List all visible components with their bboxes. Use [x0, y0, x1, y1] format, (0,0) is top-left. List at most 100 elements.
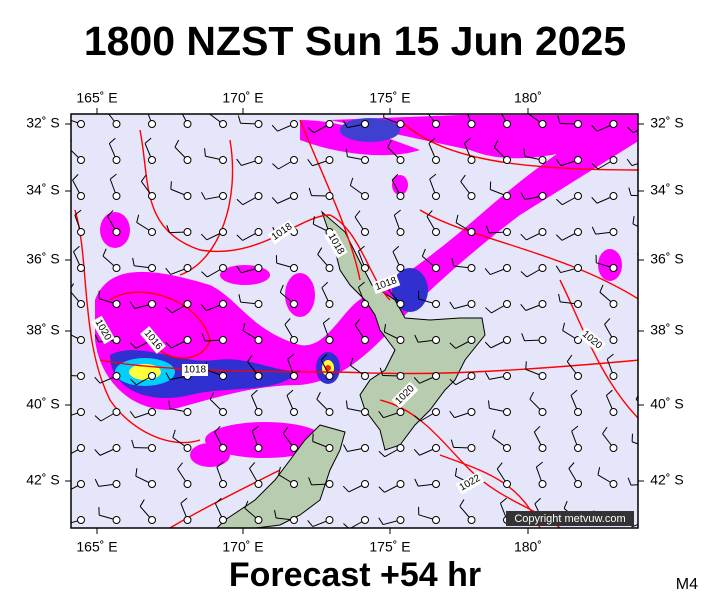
- barb-flag: [429, 173, 437, 180]
- station: [325, 156, 334, 164]
- station: [148, 480, 156, 488]
- station: [148, 444, 156, 452]
- barb-staff: [641, 360, 649, 376]
- station: [219, 480, 227, 488]
- station: [219, 228, 227, 236]
- station: [219, 408, 227, 416]
- station: [183, 444, 192, 452]
- station: [396, 372, 405, 380]
- station: [325, 372, 334, 380]
- station: [467, 192, 476, 200]
- station: [538, 300, 547, 308]
- barb-flag: [602, 426, 608, 435]
- station: [325, 444, 334, 452]
- lat-label-left: 32˚ S: [26, 115, 59, 131]
- station: [574, 228, 582, 236]
- station: [183, 408, 192, 416]
- station: [574, 264, 582, 272]
- barb-flag: [426, 210, 433, 217]
- barb-flag: [249, 462, 256, 469]
- station: [148, 192, 156, 200]
- station: [503, 156, 511, 164]
- barb-flag: [343, 523, 350, 528]
- station: [609, 264, 618, 272]
- station: [396, 120, 405, 128]
- station: [432, 192, 440, 200]
- barb-flag: [165, 307, 173, 314]
- barb-flag: [627, 477, 632, 486]
- barb-flag: [165, 372, 171, 380]
- station: [290, 336, 298, 344]
- barb-flag: [271, 124, 278, 132]
- station: [219, 336, 227, 344]
- station: [574, 300, 582, 308]
- station: [112, 444, 121, 452]
- barb-flag: [200, 233, 208, 241]
- barb-flag: [525, 361, 527, 370]
- station: [432, 300, 440, 308]
- station: [646, 157, 653, 164]
- barb-flag: [342, 120, 348, 128]
- lon-label-top: 165˚ E: [76, 90, 117, 106]
- station: [396, 264, 405, 272]
- station: [183, 480, 192, 488]
- station: [112, 516, 121, 524]
- station: [148, 120, 156, 128]
- station: [467, 444, 476, 452]
- station: [396, 444, 405, 452]
- barb-flag: [571, 425, 579, 432]
- barb-flag: [414, 415, 421, 422]
- barb-flag: [129, 411, 136, 419]
- lat-label-left: 38˚ S: [26, 322, 59, 338]
- station: [112, 300, 121, 308]
- barb-flag: [102, 248, 107, 257]
- station: [77, 120, 85, 128]
- barb-flag: [180, 497, 188, 504]
- station: [254, 120, 263, 128]
- barb-flag: [132, 257, 135, 266]
- station: [183, 516, 192, 524]
- barb-flag: [606, 353, 614, 360]
- lat-label-left: 40˚ S: [26, 396, 59, 412]
- barb-flag: [284, 318, 291, 325]
- barb-flag: [641, 282, 647, 287]
- barb-flag: [459, 499, 465, 507]
- barb-flag: [345, 148, 348, 157]
- station: [574, 192, 582, 200]
- barb-flag: [555, 158, 562, 166]
- barb-flag: [282, 426, 289, 434]
- station: [538, 264, 547, 272]
- lat-label-right: 42˚ S: [650, 472, 683, 488]
- station: [361, 228, 369, 236]
- station: [503, 120, 511, 128]
- station: [112, 480, 121, 488]
- station: [609, 336, 618, 344]
- station: [609, 156, 618, 164]
- isobar-label-text: 1018: [184, 365, 207, 376]
- station: [361, 444, 369, 452]
- lon-label-bottom: 180˚: [514, 539, 542, 555]
- barb-flag: [626, 158, 633, 166]
- barb-flag: [236, 234, 243, 241]
- station: [77, 300, 85, 308]
- barb-flag: [244, 500, 249, 509]
- barb-flag: [555, 265, 562, 273]
- isobar-label-box: [140, 326, 166, 354]
- lat-label-left: 34˚ S: [26, 182, 59, 198]
- station: [646, 517, 653, 524]
- barb-flag: [321, 281, 329, 289]
- barb-flag: [247, 354, 253, 362]
- station: [538, 372, 547, 380]
- station: [254, 192, 263, 200]
- barb-flag: [236, 198, 244, 206]
- copyright: Copyright metvuw.com: [514, 513, 625, 525]
- station: [325, 120, 334, 128]
- barb-flag: [464, 137, 471, 144]
- station: [361, 120, 369, 128]
- barb-flag: [286, 389, 294, 396]
- station: [396, 192, 405, 200]
- station: [538, 336, 547, 344]
- station: [574, 336, 582, 344]
- station: [503, 372, 511, 380]
